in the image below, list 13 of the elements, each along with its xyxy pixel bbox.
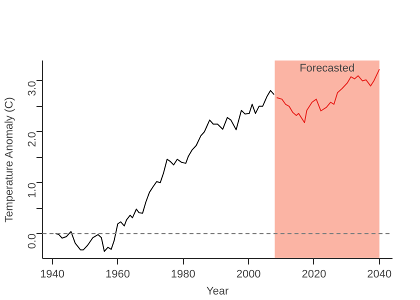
x-tick-label: 1940 [40,268,65,280]
x-tick-label: 1960 [106,268,130,280]
x-axis-title: Year [206,286,229,298]
y-tick-label: 3.0 [26,80,38,96]
band-label: Forecasted [300,62,355,74]
x-tick-label: 1980 [170,268,196,280]
y-tick-label: 2.0 [26,132,38,148]
y-tick-label: 1.0 [26,182,38,198]
x-tick-label: 2020 [302,268,326,280]
x-tick-label: 2040 [367,268,392,280]
y-axis-title: Temperature Anomaly (C) [4,97,16,222]
y-tick-label: 0.0 [26,234,38,249]
x-tick-label: 2000 [236,268,261,280]
